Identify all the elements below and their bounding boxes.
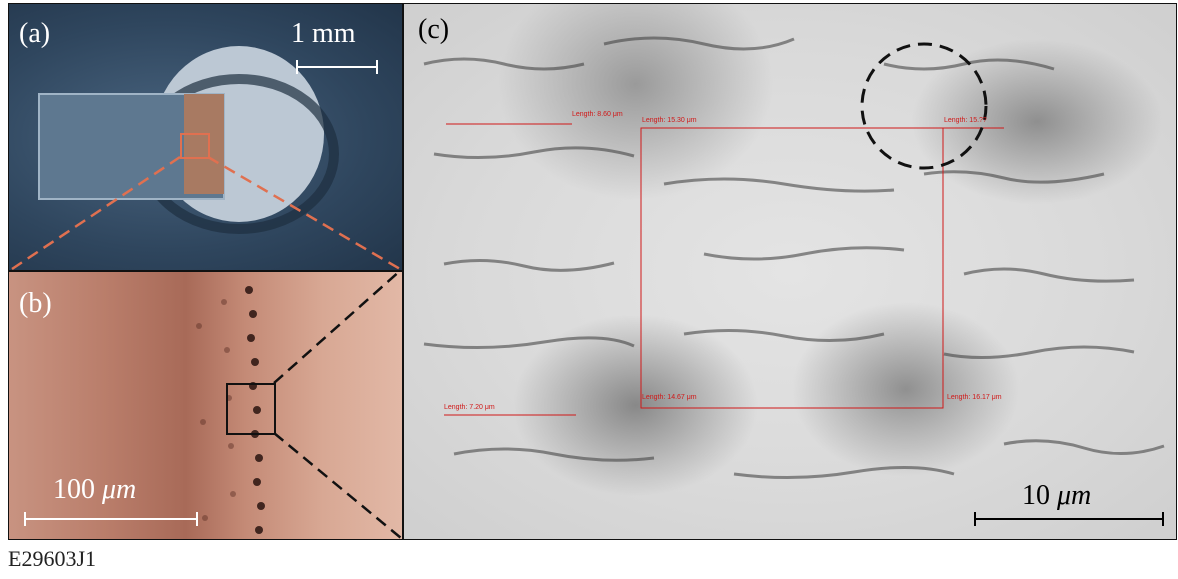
microhole-array-illustration [196, 286, 276, 534]
panel-label-c: (c) [418, 14, 450, 45]
zoom-region-b [226, 383, 276, 435]
panel-label-b: (b) [19, 288, 52, 319]
scale-label-c: 10 μm [1022, 482, 1091, 510]
measurement-label: Length: 14.67 μm [642, 394, 697, 401]
measurement-label: Length: 7.20 μm [444, 404, 495, 411]
highlight-circle [860, 42, 988, 170]
target-strip [184, 94, 224, 194]
scale-unit-b: μm [102, 474, 137, 505]
hole-column [245, 286, 265, 534]
figure-caption: E29603J1 [8, 546, 96, 571]
scale-bar-b [24, 512, 198, 526]
measurement-lines [444, 123, 1004, 416]
surface-texture [423, 36, 1165, 480]
zoom-region-a [180, 133, 210, 159]
panel-a-photo: (a) 1 mm [8, 3, 403, 271]
scale-bar-c [974, 512, 1164, 526]
panel-label-a: (a) [19, 18, 51, 49]
panel-b-micrograph: (b) 100 μm [8, 271, 403, 540]
scale-number-c: 10 [1022, 480, 1050, 511]
measurement-label: Length: 8.60 μm [572, 111, 623, 118]
scale-number-b: 100 [53, 474, 95, 505]
measurement-label: Length: 15.?? [944, 117, 987, 124]
panel-c-sem-image: Length: 8.60 μm Length: 15.30 μm Length:… [403, 3, 1177, 540]
measurement-label: Length: 15.30 μm [642, 117, 697, 124]
scale-unit-c: μm [1057, 480, 1092, 511]
scale-label-a: 1 mm [291, 18, 356, 49]
scale-bar-a [296, 60, 378, 74]
sem-texture-illustration [423, 36, 1165, 480]
measurement-label: Length: 16.17 μm [947, 394, 1002, 401]
scale-label-b: 100 μm [53, 476, 136, 504]
